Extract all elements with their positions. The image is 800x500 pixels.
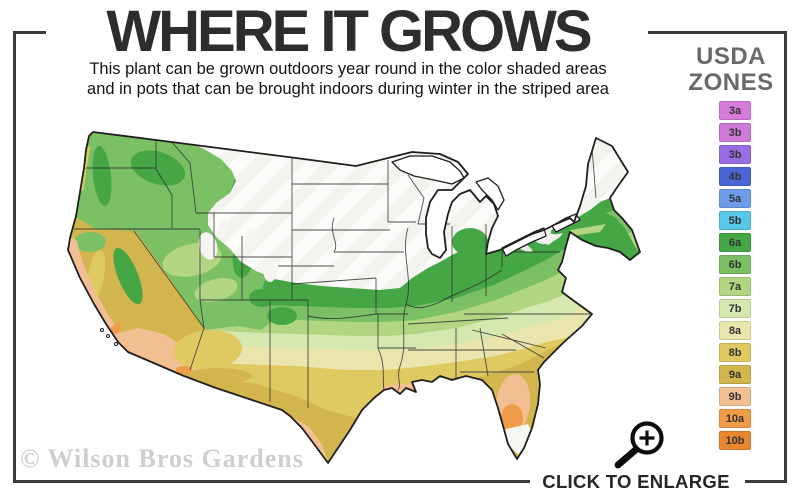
- legend-zone-chip: 7b: [719, 299, 751, 318]
- legend-zone-chip: 10b: [719, 431, 751, 450]
- frame-left: [13, 31, 16, 483]
- watermark: © Wilson Bros Gardens: [20, 444, 304, 473]
- zone-shading: [68, 132, 640, 463]
- frame-top-right: [648, 31, 787, 34]
- legend-zone-chip: 3a: [719, 101, 751, 120]
- legend-zone-chip: 9a: [719, 365, 751, 384]
- legend-zone-chip: 5a: [719, 189, 751, 208]
- click-to-enlarge-label[interactable]: CLICK TO ENLARGE: [542, 471, 730, 492]
- usda-zones-heading: USDA ZONES: [680, 43, 782, 97]
- subtitle: This plant can be grown outdoors year ro…: [52, 59, 644, 99]
- legend-zone-chip: 8a: [719, 321, 751, 340]
- usda-heading-line2: ZONES: [688, 69, 774, 97]
- frame-bottom-right: [745, 480, 787, 483]
- channel-islands: [100, 328, 118, 346]
- legend-zone-chip: 3b: [719, 123, 751, 142]
- us-outline: [67, 131, 641, 464]
- legend-zone-chip: 6b: [719, 255, 751, 274]
- us-hardiness-zone-map[interactable]: [56, 118, 646, 478]
- frame-bottom-left: [13, 480, 530, 483]
- legend-zone-chip: 5b: [719, 211, 751, 230]
- legend-zone-chip: 10a: [719, 409, 751, 428]
- legend-zone-chip: 7a: [719, 277, 751, 296]
- magnifier-zoom-icon[interactable]: [600, 415, 672, 471]
- page-title: WHERE IT GROWS: [106, 0, 592, 64]
- legend-zone-chip: 8b: [719, 343, 751, 362]
- legend-zone-chip: 9b: [719, 387, 751, 406]
- subtitle-line-1: This plant can be grown outdoors year ro…: [89, 60, 607, 78]
- legend-zone-chip: 6a: [719, 233, 751, 252]
- subtitle-line-2: and in pots that can be brought indoors …: [87, 80, 609, 99]
- frame-top-left: [13, 31, 46, 34]
- legend-zone-chip: 4b: [719, 167, 751, 186]
- zone-legend: 3a 3b 3b 4b 5a 5b 6a 6b 7a 7b 8a 8b 9a 9…: [719, 101, 751, 453]
- usda-heading-line1: USDA: [695, 43, 766, 70]
- great-lakes: [391, 155, 581, 257]
- frame-right: [784, 31, 787, 483]
- legend-zone-chip: 3b: [719, 145, 751, 164]
